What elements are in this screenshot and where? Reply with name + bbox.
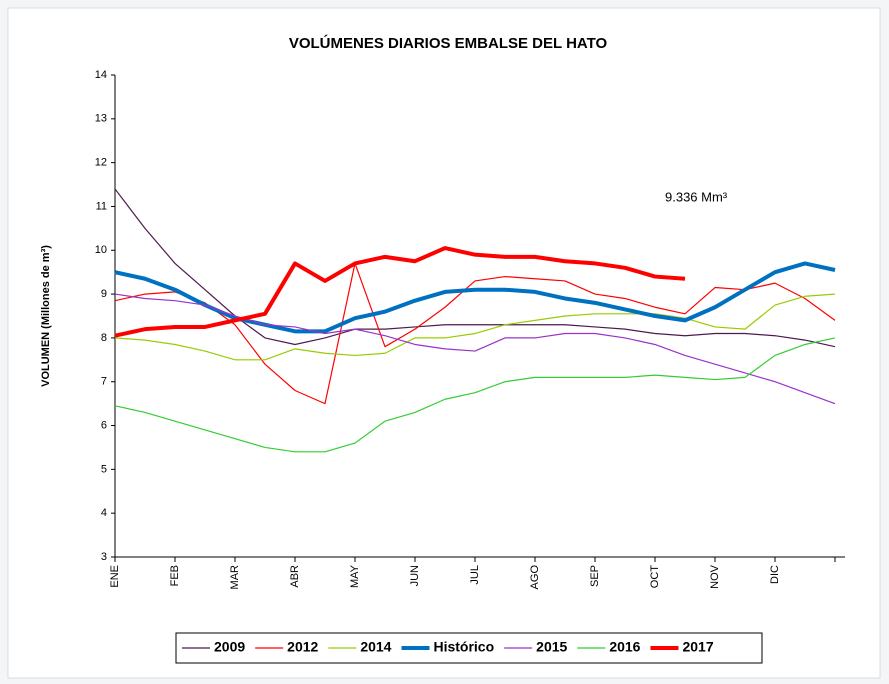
y-tick-label: 8 xyxy=(101,332,107,344)
legend-label: 2012 xyxy=(287,639,318,655)
x-tick-label: SEP xyxy=(589,565,601,587)
y-tick-label: 14 xyxy=(95,69,107,81)
y-axis-label: VOLUMEN (Millones de m³) xyxy=(40,245,52,387)
x-tick-label: FEB xyxy=(169,565,181,586)
x-tick-label: OCT xyxy=(649,565,661,589)
x-tick-label: DIC xyxy=(769,565,781,584)
y-tick-label: 4 xyxy=(101,507,107,519)
legend-label: 2017 xyxy=(682,639,713,655)
series-line xyxy=(114,293,836,405)
y-tick-label: 12 xyxy=(95,157,107,169)
chart-panel xyxy=(7,7,881,679)
y-tick-label: 5 xyxy=(101,463,107,475)
legend-label: 2009 xyxy=(214,639,245,655)
x-tick-label: ABR xyxy=(289,565,301,588)
series-line xyxy=(114,293,836,361)
y-tick-label: 7 xyxy=(101,376,107,388)
legend-label: 2016 xyxy=(609,639,640,655)
x-tick-label: MAR xyxy=(229,565,241,590)
legend-label: Histórico xyxy=(433,639,494,655)
series-line xyxy=(114,337,836,453)
y-tick-label: 3 xyxy=(101,551,107,563)
y-tick-label: 9 xyxy=(101,288,107,300)
x-tick-label: JUL xyxy=(469,565,481,585)
series-line xyxy=(114,246,686,338)
x-tick-label: MAY xyxy=(349,564,361,588)
legend-label: 2014 xyxy=(360,639,391,655)
series-line xyxy=(114,261,836,334)
y-tick-label: 13 xyxy=(95,113,107,125)
annotation: 9.336 Mm³ xyxy=(665,189,728,204)
x-tick-label: AGO xyxy=(529,565,541,590)
series-line xyxy=(114,262,836,405)
x-tick-label: NOV xyxy=(709,564,721,589)
chart-title: VOLÚMENES DIARIOS EMBALSE DEL HATO xyxy=(289,34,608,52)
x-tick-label: ENE xyxy=(109,565,121,588)
y-tick-label: 11 xyxy=(96,200,107,212)
x-tick-label: JUN xyxy=(409,565,421,586)
y-tick-label: 10 xyxy=(95,244,107,256)
y-tick-label: 6 xyxy=(101,419,107,431)
legend-label: 2015 xyxy=(536,639,567,655)
